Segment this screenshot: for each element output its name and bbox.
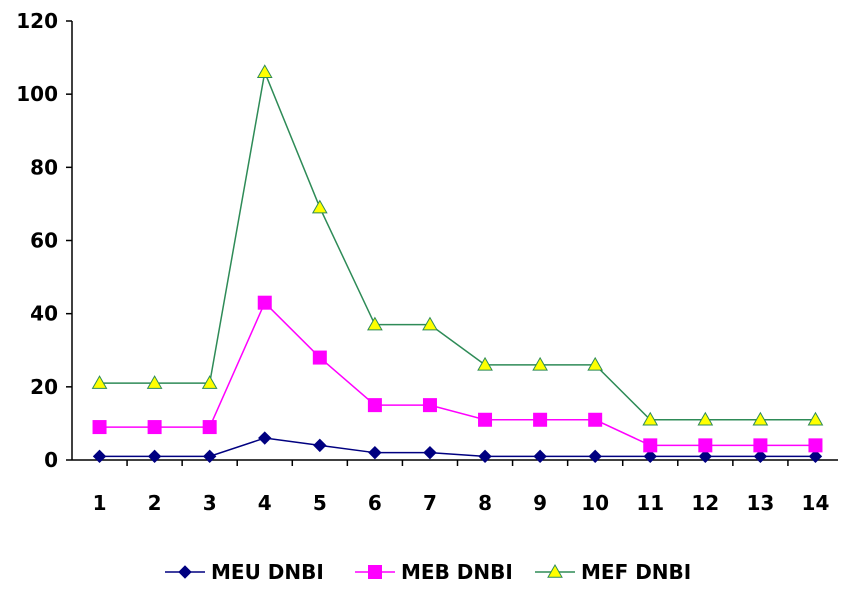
data-point: [643, 449, 657, 464]
legend-label: MEU DNBI: [211, 560, 324, 584]
data-point: [753, 438, 768, 453]
data-point: [367, 316, 383, 331]
data-point: [92, 449, 107, 464]
y-tick-label: 120: [16, 9, 58, 33]
data-point: [146, 375, 163, 389]
y-tick-label: 40: [30, 302, 58, 326]
series-line: [99, 437, 816, 458]
data-point: [367, 398, 382, 413]
data-point: [312, 350, 327, 365]
data-point: [422, 316, 438, 331]
data-point: [147, 449, 162, 464]
data-point: [533, 449, 547, 464]
data-point: [478, 412, 493, 427]
y-tick-label: 80: [30, 155, 58, 179]
data-point: [313, 438, 327, 453]
data-point: [478, 449, 492, 464]
axes: [66, 20, 838, 466]
series-1: [92, 431, 823, 464]
data-point: [91, 375, 108, 389]
legend-entry: MEU DNBI: [165, 560, 324, 584]
legend: MEU DNBI MEB DNBI MEF DNBI: [165, 560, 691, 584]
y-tick-label: 100: [16, 82, 58, 106]
x-tick-label: 10: [581, 491, 609, 515]
data-point: [201, 375, 218, 389]
data-point: [588, 449, 602, 464]
data-point: [533, 412, 548, 427]
legend-marker: [368, 565, 382, 579]
x-tick-label: 7: [423, 491, 437, 515]
data-point: [698, 438, 713, 453]
x-tick-label: 11: [636, 491, 664, 515]
data-point: [532, 356, 548, 371]
series: [91, 64, 824, 464]
x-tick-label: 5: [313, 491, 327, 515]
legend-label: MEF DNBI: [581, 560, 691, 584]
legend-entry: MEB DNBI: [355, 560, 513, 584]
y-tick-label: 0: [44, 448, 58, 472]
data-point: [477, 356, 493, 371]
x-tick-label: 4: [258, 491, 272, 515]
series-2: [92, 295, 823, 453]
data-point: [697, 411, 714, 426]
x-tick-label: 3: [203, 491, 217, 515]
x-tick-label: 6: [368, 491, 382, 515]
data-point: [92, 420, 107, 435]
data-point: [202, 449, 217, 464]
x-tick-label: 2: [148, 491, 162, 515]
data-point: [256, 64, 273, 78]
data-point: [808, 449, 823, 464]
data-point: [642, 411, 659, 426]
x-tick-label: 8: [478, 491, 492, 515]
data-point: [147, 420, 162, 435]
y-tick-label: 20: [30, 375, 58, 399]
series-3: [91, 64, 824, 426]
data-point: [807, 411, 824, 426]
data-point: [698, 449, 713, 464]
legend-marker: [547, 563, 563, 578]
data-point: [257, 295, 272, 310]
data-point: [202, 420, 217, 435]
data-point: [752, 411, 769, 426]
series-line: [99, 301, 816, 447]
x-tick-label: 13: [746, 491, 774, 515]
data-point: [808, 438, 823, 453]
data-point: [422, 398, 437, 413]
data-point: [587, 356, 604, 371]
series-line: [99, 69, 816, 421]
legend-label: MEB DNBI: [401, 560, 513, 584]
data-point: [368, 445, 382, 460]
legend-marker: [178, 565, 192, 579]
data-point: [643, 438, 658, 453]
data-point: [588, 412, 603, 427]
legend-entry: MEF DNBI: [535, 560, 691, 584]
x-tick-label: 1: [93, 491, 107, 515]
data-point: [311, 199, 328, 214]
x-tick-label: 9: [533, 491, 547, 515]
data-point: [753, 449, 768, 464]
data-point: [258, 431, 272, 445]
y-tick-label: 60: [30, 229, 58, 253]
x-tick-label: 12: [691, 491, 719, 515]
x-tick-label: 14: [802, 491, 830, 515]
data-point: [423, 445, 437, 460]
